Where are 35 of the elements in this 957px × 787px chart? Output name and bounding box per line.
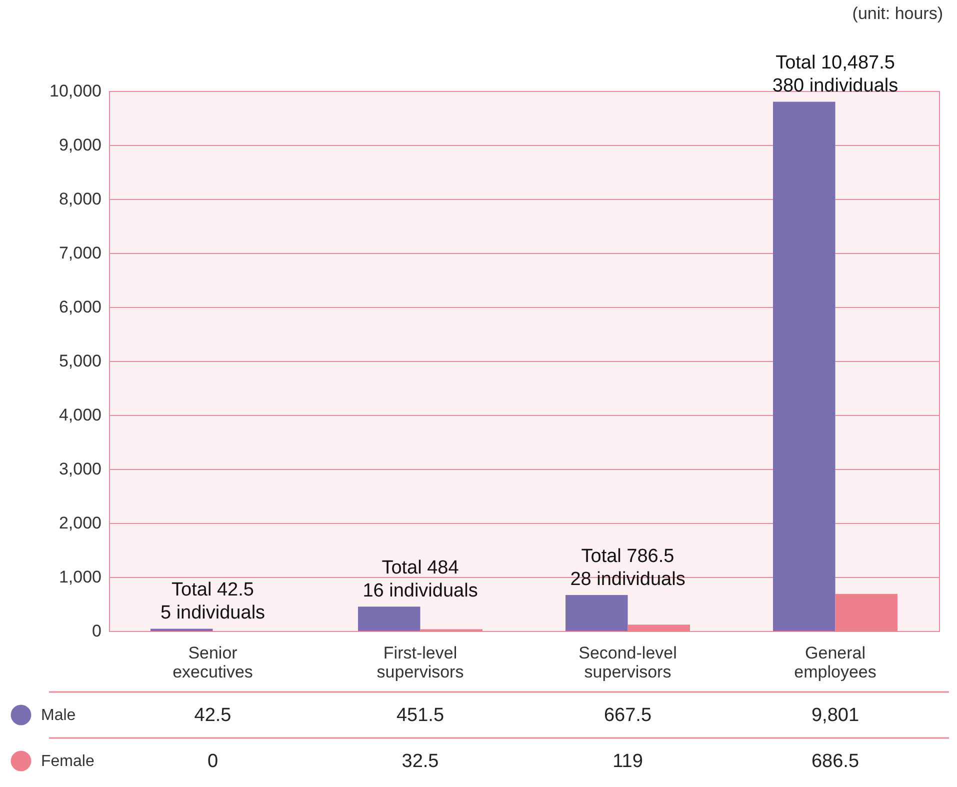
text: (unit: hours) — [852, 4, 943, 23]
data-label: 451.5 — [396, 705, 444, 726]
x-tick-label: First-level supervisors — [376, 644, 464, 682]
y-tick-label: 2,000 — [58, 514, 102, 532]
legend-label: Female — [41, 753, 94, 770]
annotation: Total 786.5 28 individuals — [570, 546, 686, 590]
y-tick-label: 8,000 — [58, 190, 102, 208]
y-tick-label: 0 — [92, 622, 102, 640]
data-label: 119 — [612, 751, 643, 772]
annotation: Total 10,487.5 380 individuals — [772, 52, 898, 97]
data-label: 0 — [207, 751, 218, 772]
y-tick-label: 5,000 — [58, 352, 102, 370]
legend-label: Male — [41, 707, 76, 724]
y-tick-label: 3,000 — [58, 460, 102, 478]
y-tick-label: 4,000 — [58, 406, 102, 424]
annotation: Total 484 16 individuals — [362, 558, 478, 602]
data-label: 686.5 — [811, 751, 860, 772]
data-label: 667.5 — [604, 705, 652, 726]
y-tick-label: 10,000 — [50, 82, 102, 100]
y-tick-label: 7,000 — [58, 244, 102, 262]
x-tick-label: Senior executives — [172, 644, 253, 682]
bar — [628, 624, 690, 631]
annotation: Total 42.5 5 individuals — [160, 580, 266, 624]
bar — [566, 594, 628, 631]
bar — [358, 606, 420, 631]
y-tick-label: 1,000 — [58, 568, 102, 586]
y-tick-label: 9,000 — [58, 136, 102, 154]
bar — [835, 594, 898, 631]
data-label: 42.5 — [194, 705, 232, 726]
x-tick-label: General employees — [794, 644, 876, 682]
data-label: 32.5 — [402, 751, 439, 772]
bar — [773, 102, 836, 631]
x-tick-label: Second-level supervisors — [578, 644, 677, 682]
data-label: 9,801 — [811, 705, 860, 726]
y-tick-label: 6,000 — [58, 298, 102, 316]
